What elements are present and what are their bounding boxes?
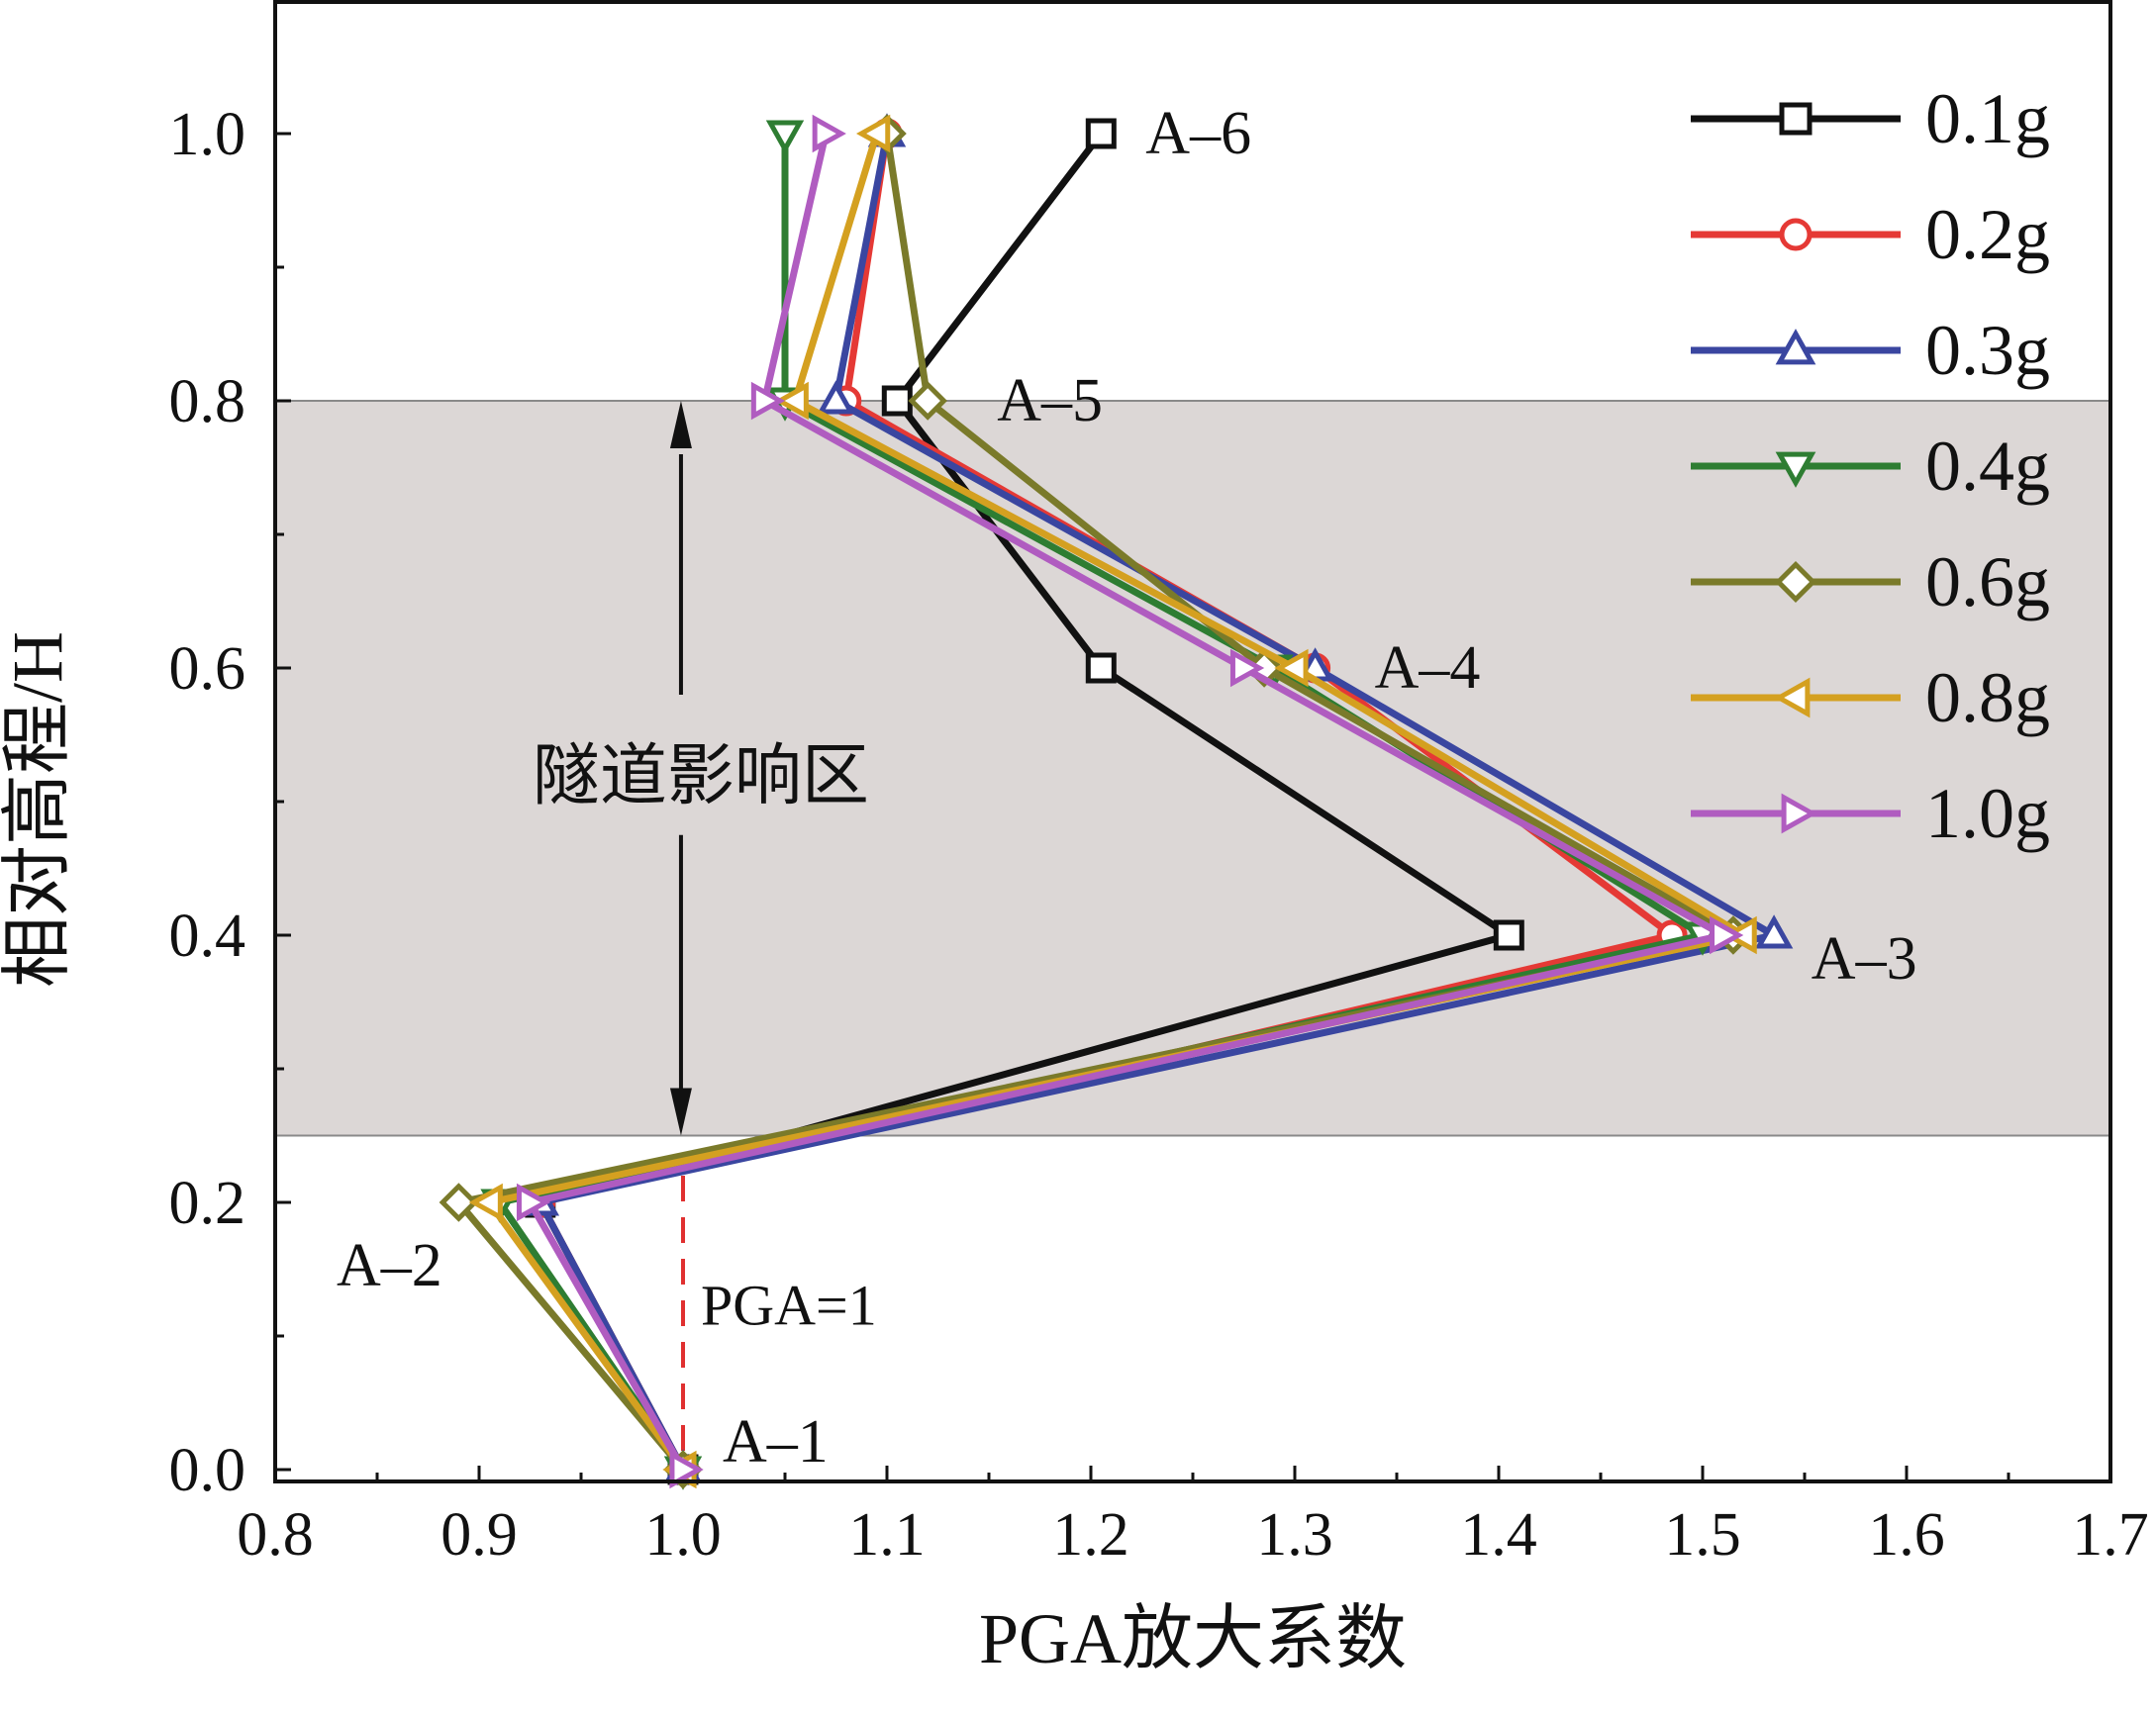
x-tick-label: 0.8 xyxy=(237,1501,314,1569)
marker-triangle-left xyxy=(855,114,891,153)
x-tick-label: 1.4 xyxy=(1460,1501,1537,1569)
marker-square xyxy=(1085,652,1117,684)
marker-diamond xyxy=(1774,560,1817,604)
tunnel-influence-zone xyxy=(275,401,2110,1136)
y-tick-label: 1.0 xyxy=(169,101,246,168)
y-tick-label: 0.6 xyxy=(169,635,246,703)
y-tick-label: 0.8 xyxy=(169,368,246,435)
legend-item: 0.3g xyxy=(1691,311,2050,390)
marker-square xyxy=(1085,118,1117,149)
series-line xyxy=(451,133,1743,1473)
marker-triangle-right xyxy=(812,114,846,153)
x-tick-label: 0.9 xyxy=(441,1501,518,1569)
plot-frame xyxy=(273,0,2112,1483)
marker-square xyxy=(1779,102,1813,136)
series-layer xyxy=(439,113,1794,1490)
legend-label: 0.8g xyxy=(1925,658,2050,737)
legend-item: 0.1g xyxy=(1691,79,2050,158)
marker-square xyxy=(1493,919,1524,951)
legend-label: 0.2g xyxy=(1925,195,2050,274)
point-label: A–6 xyxy=(1145,100,1251,167)
series-line xyxy=(535,133,1784,1472)
marker-triangle-up xyxy=(1754,914,1794,949)
marker-triangle-down xyxy=(1775,451,1816,488)
legend-item: 0.4g xyxy=(1691,427,2050,506)
marker-triangle-right xyxy=(1229,648,1265,688)
marker-triangle-left xyxy=(1274,648,1309,688)
y-tick-label: 0.0 xyxy=(169,1437,246,1504)
x-tick-label: 1.2 xyxy=(1052,1501,1129,1569)
marker-triangle-down xyxy=(765,120,805,154)
legend-label: 0.3g xyxy=(1925,311,2050,390)
annotations: PGA=1 隧道影响区 xyxy=(533,401,877,1470)
marker-triangle-right xyxy=(516,1183,551,1222)
point-label: A–3 xyxy=(1812,925,1917,993)
axis-ticks: 0.8 0.9 1.0 1.1 1.2 1.3 1.4 1.5 1.6 1.7 0.0 0.2 0.4 0… xyxy=(169,101,2149,1569)
x-tick-label: 1.6 xyxy=(1868,1501,1945,1569)
zone-label: 隧道影响区 xyxy=(533,738,869,813)
marker-diamond xyxy=(908,381,947,421)
x-tick-label: 1.1 xyxy=(848,1501,926,1569)
marker-triangle-left xyxy=(468,1183,503,1222)
marker-triangle-right xyxy=(669,1450,704,1489)
point-labels: A–1 A–2 A–3 A–4 A–5 A–6 xyxy=(337,100,1917,1476)
y-axis-title: 相对高程/H xyxy=(0,631,77,988)
marker-square xyxy=(881,385,913,417)
legend-label: 0.1g xyxy=(1925,79,2050,158)
legend-item: 1.0g xyxy=(1691,774,2050,853)
marker-triangle-right xyxy=(750,381,786,421)
marker-diamond xyxy=(439,1183,479,1222)
legend-label: 0.4g xyxy=(1925,427,2050,506)
legend-label: 1.0g xyxy=(1925,774,2050,853)
y-tick-label: 0.4 xyxy=(169,903,246,970)
marker-triangle-up xyxy=(1775,329,1816,365)
point-label: A–4 xyxy=(1375,634,1481,702)
zone-arrowhead-up xyxy=(669,401,692,448)
point-label: A–5 xyxy=(997,367,1103,434)
x-axis-title: PGA放大系数 xyxy=(979,1599,1407,1678)
legend: 0.1g 0.2g 0.3g 0.4g 0.6g 0.8g 1.0g xyxy=(1691,79,2050,853)
marker-circle xyxy=(1779,218,1813,251)
series-line xyxy=(525,133,1733,1472)
point-label: A–1 xyxy=(723,1408,829,1476)
marker-triangle-right xyxy=(1781,793,1817,834)
x-tick-label: 1.7 xyxy=(2072,1501,2149,1569)
legend-label: 0.6g xyxy=(1925,542,2050,621)
x-tick-label: 1.3 xyxy=(1256,1501,1333,1569)
legend-item: 0.8g xyxy=(1691,658,2050,737)
x-tick-label: 1.0 xyxy=(644,1501,722,1569)
series-1.0g xyxy=(516,114,1744,1489)
legend-item: 0.2g xyxy=(1691,195,2050,274)
marker-triangle-left xyxy=(1774,677,1811,718)
marker-triangle-up xyxy=(817,380,855,415)
legend-item: 0.6g xyxy=(1691,542,2050,621)
point-label: A–2 xyxy=(337,1232,442,1299)
marker-triangle-right xyxy=(1710,915,1744,955)
y-tick-label: 0.2 xyxy=(169,1170,246,1237)
series-line xyxy=(483,132,1753,1473)
x-tick-label: 1.5 xyxy=(1664,1501,1741,1569)
zone-arrowhead-down xyxy=(669,1088,692,1136)
pga-reference-label: PGA=1 xyxy=(701,1273,877,1337)
marker-triangle-left xyxy=(774,381,809,421)
